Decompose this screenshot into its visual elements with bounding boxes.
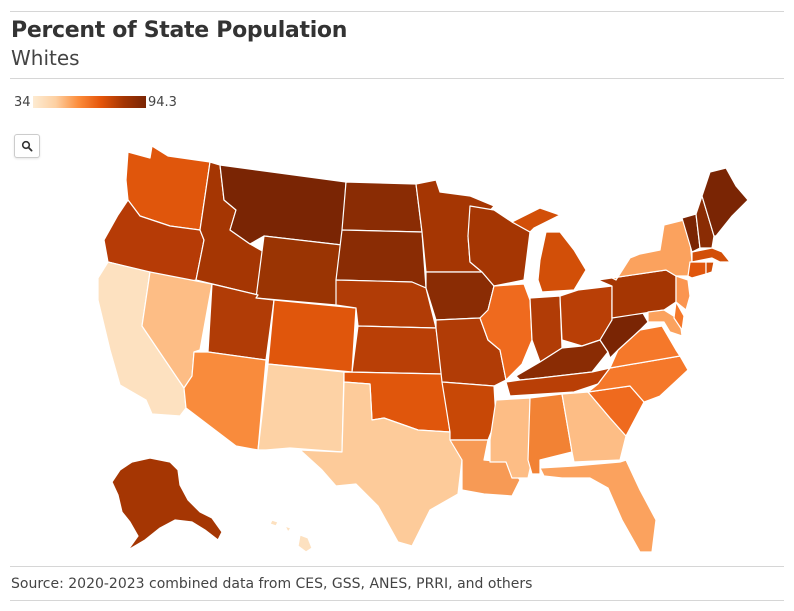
top-rule — [10, 11, 784, 12]
state-nh[interactable] — [695, 195, 715, 249]
state-ri[interactable] — [705, 261, 715, 275]
footer-rule — [10, 566, 784, 567]
source-note: Source: 2020-2023 combined data from CES… — [11, 576, 533, 592]
state-sd[interactable] — [335, 229, 427, 289]
state-nj[interactable] — [675, 275, 691, 311]
legend-min-label: 34 — [14, 95, 31, 110]
state-nd[interactable] — [341, 181, 423, 233]
state-nm[interactable] — [257, 363, 345, 453]
legend-color-ramp — [33, 96, 146, 108]
state-ak[interactable] — [111, 457, 223, 551]
state-md[interactable] — [647, 309, 683, 337]
search-button[interactable] — [14, 134, 40, 158]
state-ma[interactable] — [691, 247, 731, 263]
state-mt[interactable] — [219, 164, 347, 246]
header-rule — [10, 78, 784, 79]
state-de[interactable] — [673, 301, 685, 331]
us-choropleth-map — [97, 145, 749, 553]
state-fl[interactable] — [539, 459, 657, 553]
page-title: Percent of State Population — [11, 18, 348, 43]
state-az[interactable] — [183, 351, 267, 451]
state-ny[interactable] — [611, 219, 693, 281]
page-subtitle: Whites — [11, 46, 80, 70]
state-tx[interactable] — [299, 381, 463, 547]
state-me[interactable] — [701, 167, 749, 237]
state-hi[interactable] — [269, 519, 313, 553]
state-wi[interactable] — [467, 205, 531, 287]
state-ar[interactable] — [441, 381, 497, 441]
bottom-rule — [10, 600, 784, 601]
state-la[interactable] — [449, 439, 521, 497]
legend-max-label: 94.3 — [148, 95, 177, 110]
state-co[interactable] — [267, 299, 357, 373]
state-mi[interactable] — [511, 207, 587, 293]
state-ks[interactable] — [351, 325, 443, 375]
state-ct[interactable] — [687, 261, 707, 279]
search-icon — [21, 140, 33, 152]
state-ia[interactable] — [425, 271, 495, 321]
state-il[interactable] — [479, 283, 533, 381]
state-wy[interactable] — [255, 235, 343, 306]
